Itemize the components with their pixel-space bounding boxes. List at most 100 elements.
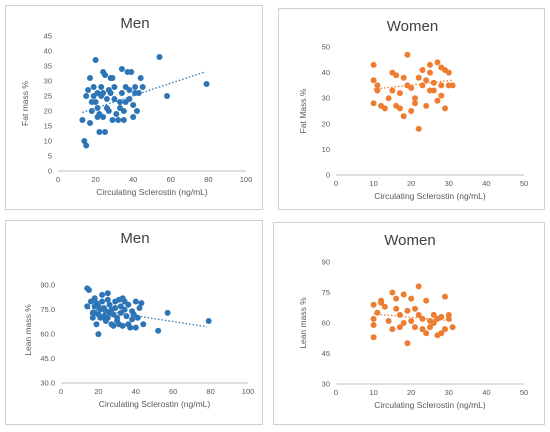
data-point (400, 113, 407, 120)
x-tick-label: 100 (240, 175, 253, 184)
data-point (134, 314, 141, 321)
data-point (438, 330, 445, 337)
x-tick-label: 50 (520, 388, 528, 397)
data-point (415, 311, 422, 318)
y-tick-label: 40 (44, 47, 52, 56)
data-point (415, 283, 422, 290)
y-tick-label: 30.0 (40, 379, 55, 388)
y-tick-label: 45 (44, 32, 52, 41)
data-point (137, 75, 144, 81)
data-point (370, 322, 377, 328)
y-tick-label: 45.0 (40, 354, 55, 363)
data-point (83, 142, 90, 149)
data-point (412, 95, 418, 102)
data-point (121, 298, 128, 305)
x-tick-label: 30 (445, 179, 453, 188)
data-point (132, 324, 139, 331)
data-point (374, 82, 381, 89)
data-point (370, 100, 377, 107)
x-tick-label: 20 (91, 175, 99, 184)
data-point (99, 291, 106, 298)
data-point (427, 87, 433, 94)
data-point (104, 296, 111, 303)
data-point (438, 82, 445, 89)
chart-title: Women (384, 232, 435, 249)
x-tick-label: 20 (407, 179, 415, 188)
data-point (370, 315, 377, 322)
data-point (122, 99, 129, 105)
x-tick-label: 40 (132, 387, 140, 396)
data-point (109, 117, 116, 123)
y-axis-label: Lean mass % (298, 297, 308, 349)
x-tick-label: 20 (407, 388, 415, 397)
y-tick-label: 30 (322, 94, 330, 103)
data-point (430, 311, 437, 318)
y-tick-label: 35 (44, 62, 52, 71)
y-tick-label: 0 (48, 167, 52, 176)
data-point (136, 305, 143, 311)
data-point (86, 287, 92, 293)
data-point (92, 99, 99, 105)
data-point (385, 95, 392, 102)
data-point (442, 326, 448, 333)
data-point (96, 129, 103, 135)
data-point (427, 69, 433, 76)
x-tick-label: 60 (169, 387, 177, 396)
data-point (408, 295, 415, 302)
data-point (381, 105, 388, 112)
data-point (419, 82, 426, 89)
data-point (155, 327, 162, 334)
y-tick-label: 10 (322, 145, 330, 154)
data-point (116, 321, 122, 328)
data-point (419, 326, 426, 333)
x-axis-label: Circulating Sclerostin (ng/mL) (374, 191, 486, 201)
data-point (404, 340, 411, 347)
chart-title: Men (120, 15, 149, 32)
chart-panel-women-lean: Women 30 45 60 75 90 0 10 20 30 40 50 Circulating Sc… (273, 222, 545, 425)
data-point (423, 77, 430, 84)
chart-svg: Men 0 5 10 15 20 25 30 35 40 45 0 20 40 60 80 100 Circula… (20, 15, 253, 197)
data-point (374, 309, 381, 316)
data-point (140, 321, 147, 328)
x-tick-label: 0 (334, 388, 338, 397)
data-point (427, 61, 433, 68)
data-point (374, 87, 381, 94)
data-point (393, 72, 400, 79)
data-point (83, 93, 90, 99)
data-point (109, 75, 116, 81)
data-point (111, 84, 118, 90)
y-tick-label: 10 (44, 137, 52, 146)
data-point (87, 75, 93, 81)
data-point (102, 129, 108, 135)
data-point (100, 114, 107, 120)
data-point (134, 108, 140, 114)
data-point (91, 309, 98, 316)
x-tick-label: 10 (369, 179, 377, 188)
data-point (164, 93, 170, 99)
data-point (396, 105, 403, 112)
trendline (373, 313, 453, 322)
y-tick-label: 20 (322, 119, 330, 128)
data-point (389, 87, 396, 94)
x-tick-label: 40 (482, 179, 490, 188)
data-point (121, 306, 128, 313)
data-point (95, 303, 102, 310)
data-point (110, 322, 117, 329)
data-point (139, 84, 146, 90)
data-point (389, 289, 396, 296)
data-point (385, 318, 392, 324)
x-tick-label: 30 (445, 388, 453, 397)
data-point (370, 61, 377, 68)
data-point (105, 87, 112, 93)
x-axis-label: Circulating Sclerostin (ng/mL) (374, 400, 486, 410)
data-point (112, 305, 119, 311)
data-point (370, 334, 377, 341)
y-tick-label: 30 (44, 77, 52, 86)
data-point (135, 90, 142, 96)
data-point (396, 324, 403, 331)
y-tick-label: 40 (322, 68, 330, 77)
data-point (104, 290, 111, 297)
data-point (118, 90, 125, 96)
data-point (442, 293, 448, 300)
y-tick-label: 60.0 (40, 330, 55, 339)
